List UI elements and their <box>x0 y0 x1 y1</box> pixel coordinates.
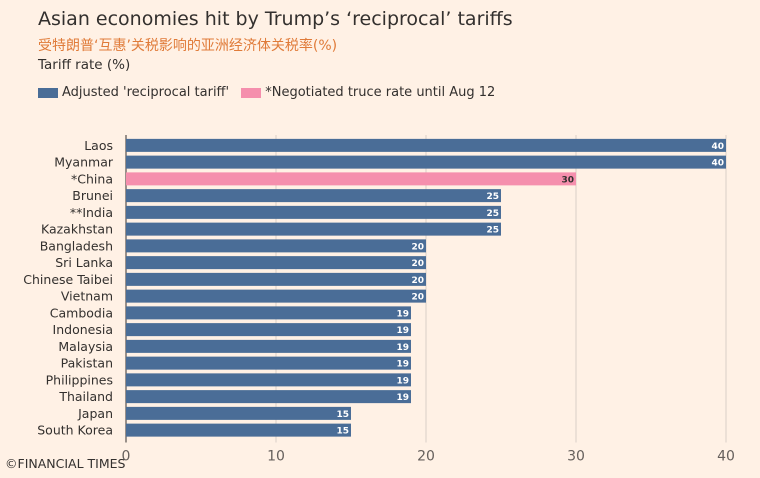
data-label-cambodia: 19 <box>396 309 409 319</box>
data-label-brunei: 25 <box>486 192 499 202</box>
data-label-malaysia: 19 <box>396 343 409 353</box>
category-label-china: *China <box>71 171 113 186</box>
x-tick-label-20: 20 <box>417 449 435 465</box>
bar-brunei <box>126 189 501 203</box>
bar-cambodia <box>126 306 411 320</box>
bar-thailand <box>126 390 411 404</box>
data-label-thailand: 19 <box>396 393 409 403</box>
category-label-kazakhstan: Kazakhstan <box>41 222 113 237</box>
bar-china <box>126 172 576 186</box>
bar-japan <box>126 406 351 420</box>
data-label-india: 25 <box>486 209 499 219</box>
source-credit: ©FINANCIAL TIMES <box>5 456 126 471</box>
data-label-pakistan: 19 <box>396 360 409 370</box>
legend-label-reciprocal: Adjusted 'reciprocal tariff' <box>62 85 230 100</box>
category-label-brunei: Brunei <box>72 188 113 203</box>
category-label-sri-lanka: Sri Lanka <box>55 255 113 270</box>
x-tick-label-40: 40 <box>717 449 735 465</box>
legend-label-truce: *Negotiated truce rate until Aug 12 <box>265 85 496 100</box>
x-tick-label-10: 10 <box>267 449 285 465</box>
data-label-japan: 15 <box>336 410 349 420</box>
data-label-vietnam: 20 <box>411 293 424 303</box>
category-label-vietnam: Vietnam <box>61 289 113 304</box>
bar-philippines <box>126 373 411 387</box>
legend-swatch-reciprocal <box>38 87 58 98</box>
bar-indonesia <box>126 323 411 337</box>
bar-malaysia <box>126 339 411 353</box>
chart-title: Asian economies hit by Trump’s ‘reciproc… <box>38 8 513 30</box>
data-label-bangladesh: 20 <box>411 242 424 252</box>
bar-pakistan <box>126 356 411 370</box>
x-tick-label-0: 0 <box>122 449 131 465</box>
category-label-myanmar: Myanmar <box>54 155 114 170</box>
bar-vietnam <box>126 289 426 303</box>
category-label-cambodia: Cambodia <box>50 305 113 320</box>
x-tick-label-30: 30 <box>567 449 585 465</box>
category-label-malaysia: Malaysia <box>58 339 113 354</box>
bar-kazakhstan <box>126 222 501 236</box>
legend-item-reciprocal: Adjusted 'reciprocal tariff' <box>38 85 229 100</box>
bar-laos <box>126 138 726 152</box>
data-label-philippines: 19 <box>396 376 409 386</box>
category-label-pakistan: Pakistan <box>61 356 113 371</box>
category-label-south-korea: South Korea <box>37 423 113 438</box>
category-label-chinese-taibei: Chinese Taibei <box>23 272 113 287</box>
data-label-indonesia: 19 <box>396 326 409 336</box>
category-label-india: **India <box>70 205 113 220</box>
data-label-kazakhstan: 25 <box>486 226 499 236</box>
category-label-laos: Laos <box>84 138 113 153</box>
bar-chinese-taibei <box>126 272 426 286</box>
data-label-sri-lanka: 20 <box>411 259 424 269</box>
legend: Adjusted 'reciprocal tariff' *Negotiated… <box>38 85 503 102</box>
category-label-indonesia: Indonesia <box>53 322 113 337</box>
chart-subtitle: 受特朗普‘互惠’关税影响的亚洲经济体关税率(%) <box>38 38 338 54</box>
data-label-south-korea: 15 <box>336 427 349 437</box>
axis-unit-label: Tariff rate (%) <box>38 57 131 73</box>
category-label-bangladesh: Bangladesh <box>40 238 113 253</box>
data-label-myanmar: 40 <box>711 159 724 169</box>
legend-item-truce: *Negotiated truce rate until Aug 12 <box>241 85 495 100</box>
category-label-thailand: Thailand <box>58 389 113 404</box>
legend-swatch-truce <box>241 87 262 98</box>
bar-india <box>126 205 501 219</box>
bar-bangladesh <box>126 239 426 253</box>
category-label-philippines: Philippines <box>46 372 113 387</box>
data-label-china: 30 <box>561 175 574 185</box>
bar-sri-lanka <box>126 256 426 270</box>
data-label-laos: 40 <box>711 142 724 152</box>
bar-south-korea <box>126 423 351 437</box>
category-label-japan: Japan <box>77 406 113 421</box>
data-label-chinese-taibei: 20 <box>411 276 424 286</box>
bar-myanmar <box>126 155 726 169</box>
